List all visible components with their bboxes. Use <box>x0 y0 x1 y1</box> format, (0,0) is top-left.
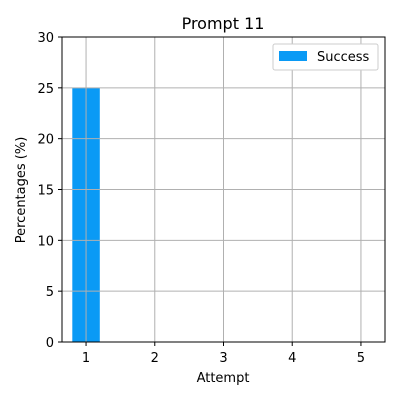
chart-title: Prompt 11 <box>182 14 265 33</box>
legend: Success <box>272 43 379 71</box>
x-tick-label: 1 <box>82 351 90 366</box>
x-tick-label: 4 <box>288 351 296 366</box>
x-axis-ticks: 1 2 3 4 5 <box>82 342 365 366</box>
y-tick-label: 0 <box>46 336 54 351</box>
x-tick-label: 2 <box>151 351 159 366</box>
y-tick-label: 20 <box>37 133 54 148</box>
y-tick-label: 15 <box>37 184 54 199</box>
y-axis-label: Percentages (%) <box>14 137 29 244</box>
legend-label-success: Success <box>317 50 370 65</box>
x-tick-label: 3 <box>219 351 227 366</box>
y-tick-label: 25 <box>37 82 54 97</box>
y-tick-label: 5 <box>46 285 54 300</box>
y-tick-label: 10 <box>37 234 54 249</box>
x-axis-label: Attempt <box>197 371 250 386</box>
grid <box>62 36 385 343</box>
legend-swatch-success <box>279 51 307 61</box>
legend-box <box>272 43 379 71</box>
y-tick-label: 30 <box>37 31 54 46</box>
y-axis-ticks: 0 5 10 15 20 25 30 <box>37 31 62 351</box>
x-tick-label: 5 <box>357 351 365 366</box>
